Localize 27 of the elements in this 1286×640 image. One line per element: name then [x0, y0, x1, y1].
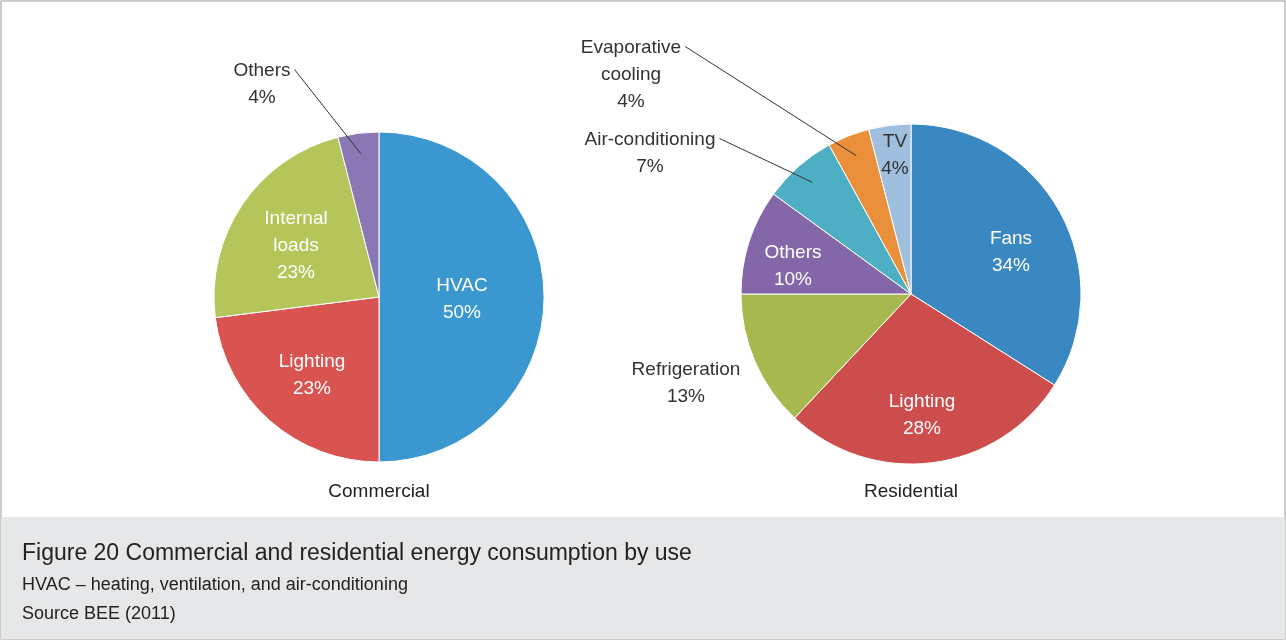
slice-label: Air-conditioning — [584, 128, 716, 149]
source-note: Source BEE (2011) — [22, 603, 176, 623]
text: HVAC – heating, ventilation, and air-conditioning — [22, 574, 408, 594]
slice-label: Lighting — [278, 350, 346, 371]
data-label: 10% — [773, 268, 813, 289]
slice-label: Internal loads — [264, 207, 328, 255]
data-label: 50% — [442, 301, 482, 322]
data-label: 4% — [248, 86, 276, 107]
data-label: 34% — [991, 254, 1031, 275]
text: Residential — [864, 480, 958, 501]
data-label: 28% — [902, 417, 942, 438]
data-label: 23% — [276, 261, 316, 282]
slice-label: TV — [882, 130, 908, 151]
data-label: 13% — [666, 385, 706, 406]
data-label: 23% — [292, 377, 332, 398]
slice-label: Others — [764, 241, 822, 262]
slice-label: Lighting — [888, 390, 956, 411]
slice-label: Others — [233, 59, 291, 80]
data-label: 4% — [617, 90, 645, 111]
caption: Figure 20 Commercial and residential energy consumption by use — [22, 539, 692, 565]
slice-label: Refrigeration — [631, 358, 741, 379]
slice-label: HVAC — [436, 274, 488, 295]
data-label: 4% — [881, 157, 909, 178]
slice-label: Evaporative cooling — [580, 36, 682, 84]
text: Commercial — [328, 480, 430, 501]
slice-label: Fans — [989, 227, 1033, 248]
data-label: 7% — [636, 155, 664, 176]
